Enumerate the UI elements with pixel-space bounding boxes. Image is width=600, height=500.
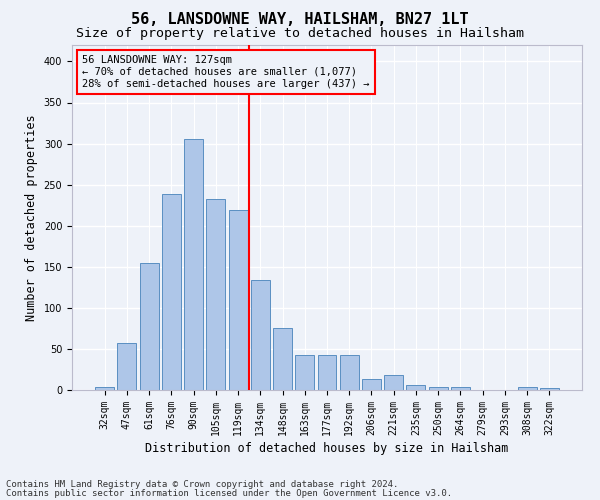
Bar [451,386,470,390]
Y-axis label: Number of detached properties: Number of detached properties [25,114,38,321]
Bar [273,328,292,390]
X-axis label: Distribution of detached houses by size in Hailsham: Distribution of detached houses by size … [145,442,509,455]
Bar [429,386,448,390]
Bar [317,354,337,390]
Bar [384,375,403,390]
Text: 56 LANSDOWNE WAY: 127sqm
← 70% of detached houses are smaller (1,077)
28% of sem: 56 LANSDOWNE WAY: 127sqm ← 70% of detach… [82,56,370,88]
Text: Size of property relative to detached houses in Hailsham: Size of property relative to detached ho… [76,28,524,40]
Bar [162,194,181,390]
Bar [362,380,381,390]
Bar [295,354,314,390]
Text: Contains public sector information licensed under the Open Government Licence v3: Contains public sector information licen… [6,488,452,498]
Bar [340,354,359,390]
Bar [184,140,203,390]
Bar [540,388,559,390]
Bar [95,386,114,390]
Text: Contains HM Land Registry data © Crown copyright and database right 2024.: Contains HM Land Registry data © Crown c… [6,480,398,489]
Bar [406,385,425,390]
Bar [118,343,136,390]
Text: 56, LANSDOWNE WAY, HAILSHAM, BN27 1LT: 56, LANSDOWNE WAY, HAILSHAM, BN27 1LT [131,12,469,28]
Bar [140,262,158,390]
Bar [251,280,270,390]
Bar [206,200,225,390]
Bar [229,210,248,390]
Bar [518,386,536,390]
